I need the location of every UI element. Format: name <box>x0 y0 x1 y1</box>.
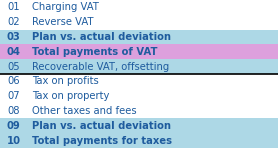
Text: Tax on profits: Tax on profits <box>32 76 99 86</box>
Text: 03: 03 <box>7 32 21 42</box>
Text: 01: 01 <box>7 2 19 12</box>
Bar <box>0 15 278 30</box>
Bar <box>0 89 278 104</box>
Text: 02: 02 <box>7 17 19 27</box>
Bar <box>0 133 278 148</box>
Text: 09: 09 <box>7 121 21 131</box>
Text: Plan vs. actual deviation: Plan vs. actual deviation <box>32 121 171 131</box>
Bar <box>0 44 278 59</box>
Bar <box>0 0 278 15</box>
Bar <box>0 74 278 89</box>
Text: 08: 08 <box>7 106 19 116</box>
Text: Reverse VAT: Reverse VAT <box>32 17 93 27</box>
Text: 07: 07 <box>7 91 19 101</box>
Bar <box>0 104 278 118</box>
Text: Recoverable VAT, offsetting: Recoverable VAT, offsetting <box>32 62 169 72</box>
Text: Total payments for taxes: Total payments for taxes <box>32 136 172 146</box>
Bar <box>0 118 278 133</box>
Text: 05: 05 <box>7 62 19 72</box>
Text: 04: 04 <box>7 47 21 57</box>
Text: Other taxes and fees: Other taxes and fees <box>32 106 136 116</box>
Text: Charging VAT: Charging VAT <box>32 2 99 12</box>
Text: 10: 10 <box>7 136 21 146</box>
Bar <box>0 59 278 74</box>
Text: Total payments of VAT: Total payments of VAT <box>32 47 157 57</box>
Text: 06: 06 <box>7 76 19 86</box>
Bar <box>0 30 278 44</box>
Text: Tax on property: Tax on property <box>32 91 109 101</box>
Text: Plan vs. actual deviation: Plan vs. actual deviation <box>32 32 171 42</box>
